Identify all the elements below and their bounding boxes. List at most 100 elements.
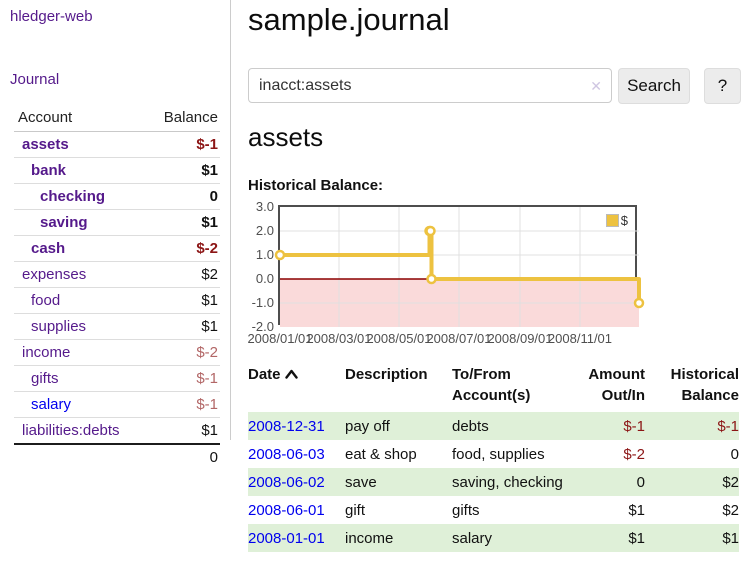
chart-x-axis: 2008/01/01 2008/03/01 2008/05/01 2008/07/01… <box>247 331 742 349</box>
transaction-balance: $1 <box>722 530 739 547</box>
account-balance: $1 <box>145 313 220 340</box>
y-tick-label: 0.0 <box>255 271 274 286</box>
accounts-header-balance: Balance <box>145 106 220 132</box>
account-row: bank $1 <box>14 157 220 184</box>
account-link[interactable]: bank <box>31 162 67 179</box>
account-heading: assets <box>248 122 324 152</box>
transaction-date-link[interactable]: 2008-01-01 <box>248 530 325 547</box>
chart-plot-area: $ <box>274 205 645 327</box>
account-row: salary $-1 <box>14 391 220 418</box>
account-balance: $1 <box>145 287 220 314</box>
account-link[interactable]: supplies <box>31 318 87 335</box>
help-button[interactable]: ? <box>704 68 741 104</box>
transaction-balance: $-1 <box>717 418 739 435</box>
brand-link[interactable]: hledger-web <box>10 8 93 25</box>
x-tick-label: 2008/03/01 <box>306 331 372 346</box>
account-link[interactable]: salary <box>31 396 72 413</box>
account-balance: $1 <box>145 417 220 444</box>
account-row: expenses $2 <box>14 261 220 288</box>
transaction-date-link[interactable]: 2008-06-02 <box>248 474 325 491</box>
account-link[interactable]: gifts <box>31 370 59 387</box>
y-tick-label: 1.0 <box>255 247 274 262</box>
clear-search-icon[interactable]: ✕ <box>590 78 602 94</box>
x-tick-label: 2008/01/01 <box>247 331 313 346</box>
account-link[interactable]: liabilities:debts <box>22 422 120 439</box>
historical-balance-chart: 3.0 2.0 1.0 0.0 -1.0 -2.0 $ 2008/01/01 2008/03… <box>247 199 742 355</box>
register-table-body: 2008-12-31 pay off debts $-1 $-1 2008-06-03 ea… <box>248 412 739 552</box>
transaction-accounts: food, supplies <box>452 446 545 463</box>
x-tick-label: 2008/07/01 <box>426 331 492 346</box>
account-link[interactable]: cash <box>31 240 66 257</box>
account-balance: $-2 <box>145 339 220 366</box>
accounts-table-body: assets $-1 bank $1 checking 0 saving $1 cash $-2 e… <box>14 132 220 470</box>
transaction-date-link[interactable]: 2008-12-31 <box>248 418 325 435</box>
transaction-balance: 0 <box>730 446 739 463</box>
legend-label: $ <box>620 213 628 228</box>
account-balance: $1 <box>145 157 220 184</box>
accounts-header-account: Account <box>14 106 146 132</box>
y-tick-label: 2.0 <box>255 223 274 238</box>
account-row: cash $-2 <box>14 235 220 262</box>
search-form: ✕ Search ? <box>248 68 741 104</box>
chart-legend: $ <box>603 212 630 229</box>
transaction-date-link[interactable]: 2008-06-03 <box>248 446 325 463</box>
register-row: 2008-06-02 save saving, checking 0 $2 <box>248 468 739 496</box>
transaction-accounts: salary <box>452 530 493 547</box>
register-table: Date Description To/From Account(s) Amou… <box>248 362 739 552</box>
transaction-amount: $-2 <box>623 446 645 463</box>
transaction-description: eat & shop <box>345 446 417 463</box>
register-row: 2008-06-03 eat & shop food, supplies $-2 0 <box>248 440 739 468</box>
page-title: sample.journal <box>248 2 450 37</box>
legend-swatch-icon <box>605 214 619 227</box>
transaction-accounts: debts <box>452 418 489 435</box>
x-tick-label: 2008/05/01 <box>366 331 432 346</box>
account-balance: $-1 <box>196 136 218 153</box>
search-button[interactable]: Search <box>618 68 690 104</box>
account-row: saving $1 <box>14 209 220 236</box>
chart-title: Historical Balance: <box>248 177 384 194</box>
account-row: gifts $-1 <box>14 365 220 392</box>
register-row: 2008-12-31 pay off debts $-1 $-1 <box>248 412 739 440</box>
transaction-date-link[interactable]: 2008-06-01 <box>248 502 325 519</box>
column-header-amount: Amount Out/In <box>588 366 645 404</box>
column-header-balance: Historical Balance <box>670 366 739 404</box>
sidebar: hledger-web Journal Account Balance asse… <box>0 0 231 470</box>
account-link[interactable]: expenses <box>22 266 87 283</box>
register-row: 2008-01-01 income salary $1 $1 <box>248 524 739 552</box>
main-content: sample.journal ✕ Search ? assets Histori… <box>247 0 742 582</box>
account-link[interactable]: assets <box>22 136 69 153</box>
account-row: assets $-1 <box>14 132 220 158</box>
transaction-amount: $-1 <box>623 418 645 435</box>
account-balance: $-1 <box>145 365 220 392</box>
account-balance: $2 <box>145 261 220 288</box>
search-input[interactable] <box>249 69 611 102</box>
account-row: income $-2 <box>14 339 220 366</box>
register-row: 2008-06-01 gift gifts $1 $2 <box>248 496 739 524</box>
accounts-total-value: 0 <box>145 443 220 470</box>
account-row: supplies $1 <box>14 313 220 340</box>
accounts-table: Account Balance assets $-1 bank $1 checking 0… <box>14 106 220 470</box>
column-header-accounts: To/From Account(s) <box>452 366 531 404</box>
transaction-amount: $1 <box>628 530 645 547</box>
column-header-date[interactable]: Date <box>248 362 345 412</box>
transaction-balance: $2 <box>722 474 739 491</box>
transaction-description: income <box>345 530 394 547</box>
account-balance: $1 <box>145 209 220 236</box>
account-link[interactable]: checking <box>40 188 106 205</box>
account-link[interactable]: income <box>22 344 71 361</box>
account-row: food $1 <box>14 287 220 314</box>
account-link[interactable]: saving <box>40 214 88 231</box>
transaction-balance: $2 <box>722 502 739 519</box>
account-row: liabilities:debts $1 <box>14 417 220 444</box>
account-balance: $-1 <box>145 391 220 418</box>
account-row: checking 0 <box>14 183 220 210</box>
account-link[interactable]: food <box>31 292 61 309</box>
transaction-amount: $1 <box>628 502 645 519</box>
y-tick-label: 3.0 <box>255 199 274 214</box>
sort-ascending-icon <box>284 364 298 385</box>
account-balance: 0 <box>145 183 220 210</box>
sidebar-item-journal[interactable]: Journal <box>10 71 60 88</box>
chart-canvas <box>274 207 645 327</box>
x-tick-label: 2008/11/01 <box>547 331 613 346</box>
